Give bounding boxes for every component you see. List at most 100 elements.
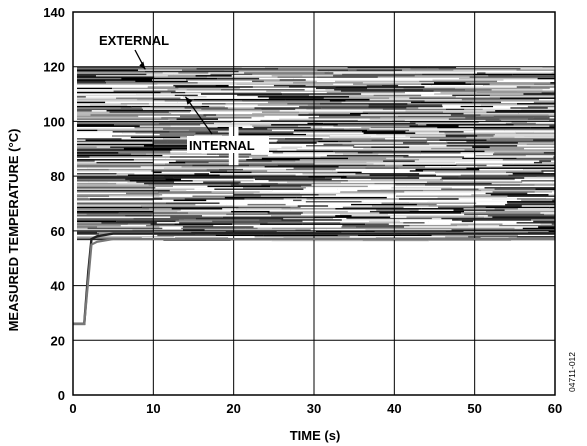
band-streak — [180, 97, 269, 100]
y-tick-label: 120 — [43, 60, 65, 75]
band-streak — [161, 117, 252, 119]
band-streak — [242, 126, 254, 129]
band-streak — [386, 196, 438, 199]
band-streak — [260, 223, 303, 226]
band-streak — [77, 205, 142, 208]
band-streak — [77, 203, 147, 206]
band-streak — [165, 178, 182, 181]
band-streak — [208, 72, 245, 74]
band-streak — [552, 191, 555, 194]
band-streak — [106, 82, 198, 84]
band-streak — [207, 121, 232, 123]
band-streak — [172, 185, 208, 188]
band-streak — [149, 208, 172, 210]
band-streak — [169, 119, 204, 122]
band-streak — [282, 93, 362, 96]
band-streak — [236, 83, 334, 86]
band-streak — [436, 174, 461, 177]
band-streak — [151, 170, 228, 173]
band-streak — [502, 159, 555, 161]
band-streak — [332, 170, 410, 173]
band-streak — [152, 199, 174, 202]
band-streak — [538, 226, 555, 228]
band-streak — [257, 96, 350, 99]
band-streak — [284, 138, 323, 141]
band-streak — [271, 129, 294, 132]
band-streak — [213, 224, 256, 227]
band-streak — [404, 119, 486, 122]
band-streak — [530, 86, 555, 89]
band-streak — [316, 80, 336, 83]
band-streak — [302, 75, 334, 77]
band-streak — [232, 223, 261, 225]
band-streak — [463, 230, 514, 233]
band-streak — [539, 160, 552, 162]
band-streak — [516, 236, 555, 238]
band-streak — [181, 166, 265, 168]
band-streak — [298, 114, 361, 117]
band-streak — [77, 79, 153, 82]
band-streak — [477, 135, 494, 137]
band-streak — [77, 234, 158, 237]
band-streak — [245, 227, 258, 230]
band-streak — [455, 96, 490, 99]
band-streak — [502, 223, 541, 226]
band-streak — [341, 219, 399, 221]
band-streak — [423, 189, 482, 192]
band-streak — [537, 77, 555, 81]
band-streak — [187, 104, 258, 106]
annotation-internal-bg — [187, 136, 269, 153]
band-streak — [86, 213, 153, 216]
band-streak — [409, 129, 505, 132]
band-streak — [251, 143, 324, 146]
band-streak — [218, 168, 244, 172]
band-streak — [169, 189, 187, 192]
band-streak — [146, 73, 174, 76]
band-streak — [175, 220, 213, 223]
band-streak — [254, 178, 332, 181]
band-streak — [314, 68, 411, 71]
band-streak — [441, 166, 478, 168]
band-streak — [542, 161, 555, 165]
band-streak — [90, 114, 139, 117]
band-streak — [462, 195, 508, 197]
band-streak — [224, 196, 297, 199]
band-streak — [77, 196, 88, 200]
band-streak — [438, 206, 486, 209]
band-streak — [113, 90, 176, 93]
band-streak — [226, 213, 302, 216]
band-streak — [446, 145, 518, 147]
band-streak — [77, 84, 174, 87]
band-streak — [516, 198, 555, 200]
band-streak — [279, 79, 306, 81]
band-streak — [277, 161, 316, 164]
band-streak — [333, 75, 415, 77]
band-streak — [348, 157, 387, 160]
band-streak — [399, 220, 429, 223]
band-streak — [340, 191, 405, 193]
band-streak — [323, 97, 390, 100]
y-tick-label: 140 — [43, 5, 65, 20]
band-streak — [354, 145, 447, 147]
band-streak — [77, 189, 170, 192]
band-streak — [480, 114, 549, 117]
band-streak — [120, 224, 147, 227]
band-streak — [77, 233, 99, 235]
band-streak — [481, 189, 555, 192]
band-streak — [77, 166, 141, 168]
band-streak — [152, 171, 162, 174]
band-streak — [503, 79, 555, 82]
band-streak — [77, 159, 134, 162]
band-streak — [77, 117, 162, 120]
band-streak — [126, 192, 159, 195]
band-streak — [326, 229, 366, 231]
band-streak — [432, 227, 515, 230]
band-streak — [315, 230, 375, 233]
band-streak — [453, 69, 517, 71]
band-streak — [517, 145, 555, 147]
band-streak — [211, 191, 260, 193]
band-streak — [127, 181, 137, 184]
band-streak — [405, 110, 496, 113]
band-streak — [77, 86, 148, 89]
band-streak — [545, 196, 555, 200]
